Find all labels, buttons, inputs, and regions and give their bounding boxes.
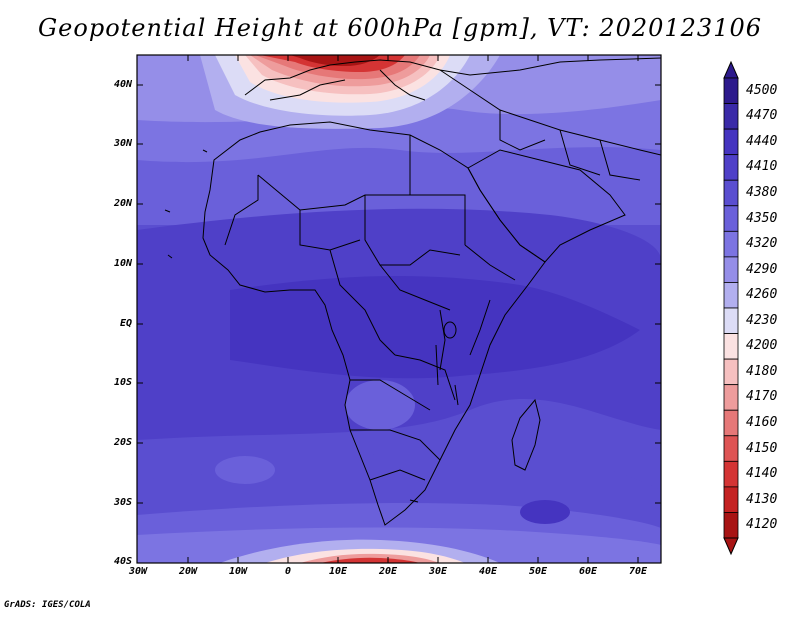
lon-label: 70E [628,566,648,577]
lat-label: 30N [113,138,132,149]
colorbar-swatch [723,333,739,360]
map-frame [136,54,662,564]
colorbar-label: 4140 [746,466,778,482]
colorbar-swatch [723,409,739,437]
colorbar-label: 4160 [746,415,778,430]
colorbar-swatch [723,282,739,309]
colorbar-swatch [723,384,739,411]
lat-label: EQ [119,318,132,329]
colorbar-swatch [723,205,739,232]
lon-label: 0 [284,566,292,577]
lat-label: 10N [113,258,132,269]
lat-label: 40N [113,79,132,90]
credit-text: GrADS: IGES/COLA [4,600,91,610]
lat-label: 10S [113,377,132,388]
lon-label: 10E [328,566,348,577]
colorbar-label: 4260 [746,287,778,303]
colorbar-swatch [723,512,739,539]
lon-label: 50E [528,566,548,577]
lon-label: 10W [228,566,248,577]
lat-label: 40S [113,556,132,567]
colorbar-label: 4130 [746,491,778,507]
colorbar [723,60,739,556]
colorbar-label: 4230 [746,312,778,328]
colorbar-swatch [723,154,739,181]
colorbar-label: 4470 [746,108,778,124]
colorbar-label: 4150 [746,440,778,456]
colorbar-label: 4200 [746,338,778,354]
map-title: Geopotential Height at 600hPa [gpm], VT:… [38,14,762,42]
lon-label: 20W [178,566,198,577]
colorbar-label: 4440 [746,133,778,149]
lon-label: 30E [428,566,448,577]
colorbar-swatch [723,77,739,104]
colorbar-max-arrow [723,60,739,79]
lon-label: 40E [478,566,498,577]
lat-label: 20N [113,198,132,209]
height-field [137,55,661,563]
colorbar-swatch [723,230,739,258]
colorbar-label: 4170 [746,389,778,405]
coastlines [164,57,661,526]
colorbar-swatch [723,103,739,130]
colorbar-swatch [723,486,739,513]
colorbar-label: 4410 [746,159,778,175]
colorbar-swatch [723,128,739,156]
colorbar-min-arrow [723,537,739,556]
lat-label: 30S [113,497,132,508]
lon-label: 20E [378,566,398,577]
colorbar-swatch [723,307,739,334]
colorbar-label: 4350 [746,210,778,226]
lat-label: 20S [113,437,132,448]
lon-label: 30W [128,566,148,577]
axis-ticks [137,55,661,563]
lon-label: 60E [578,566,598,577]
colorbar-swatch [723,358,739,386]
colorbar-swatch [723,435,739,462]
colorbar-label: 4120 [746,517,778,533]
colorbar-label: 4500 [746,82,778,98]
colorbar-label: 4320 [746,236,778,252]
colorbar-label: 4180 [746,363,778,379]
colorbar-swatch [723,256,739,283]
colorbar-label: 4290 [746,261,778,277]
colorbar-swatch [723,460,739,488]
colorbar-swatch [723,179,739,207]
colorbar-label: 4380 [746,185,778,200]
